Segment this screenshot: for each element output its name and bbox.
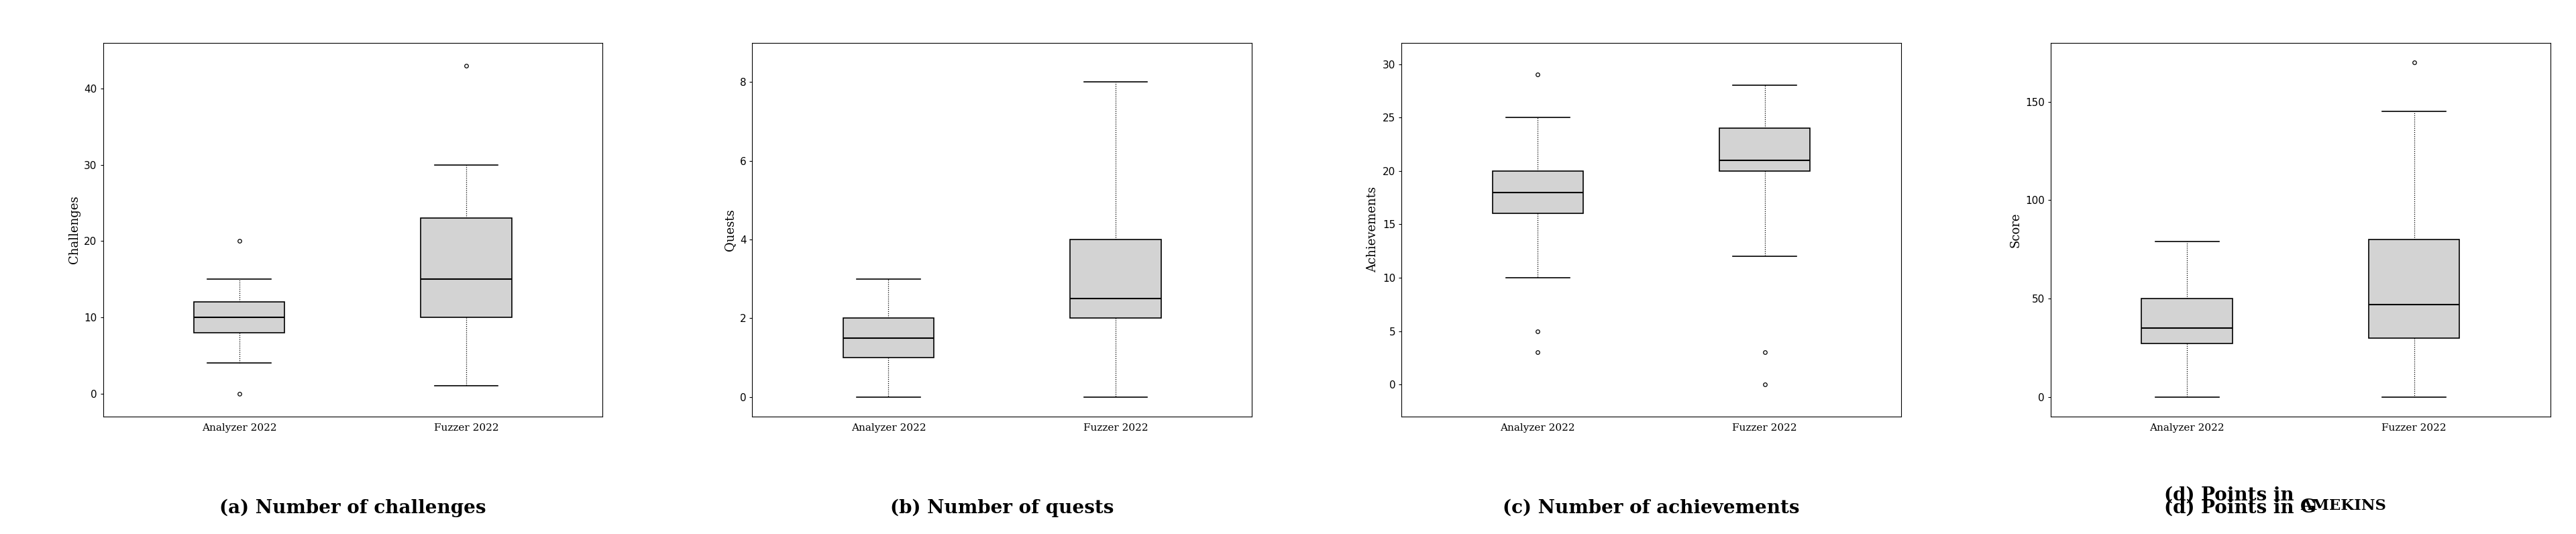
Bar — [2367, 239, 2460, 338]
Text: (a) Number of challenges: (a) Number of challenges — [219, 499, 487, 517]
Text: AMEKINS: AMEKINS — [2300, 499, 2385, 514]
Text: (d) Points in G: (d) Points in G — [2148, 486, 2300, 504]
Y-axis label: Score: Score — [2009, 212, 2022, 247]
Text: G: G — [2300, 499, 2316, 517]
Bar — [842, 318, 935, 357]
Bar — [420, 218, 513, 317]
Text: (b) Number of quests: (b) Number of quests — [891, 499, 1113, 517]
Bar — [1069, 239, 1162, 318]
Y-axis label: Challenges: Challenges — [67, 195, 80, 264]
Y-axis label: Achievements: Achievements — [1368, 187, 1378, 272]
Y-axis label: Quests: Quests — [724, 209, 737, 250]
Bar — [1492, 171, 1584, 214]
Bar — [1718, 128, 1811, 171]
Text: (d) Points in: (d) Points in — [2164, 499, 2300, 517]
Bar — [2141, 299, 2233, 344]
Text: (d) Points in: (d) Points in — [2164, 486, 2300, 504]
Text: (c) Number of achievements: (c) Number of achievements — [1502, 499, 1801, 517]
Bar — [193, 302, 286, 333]
